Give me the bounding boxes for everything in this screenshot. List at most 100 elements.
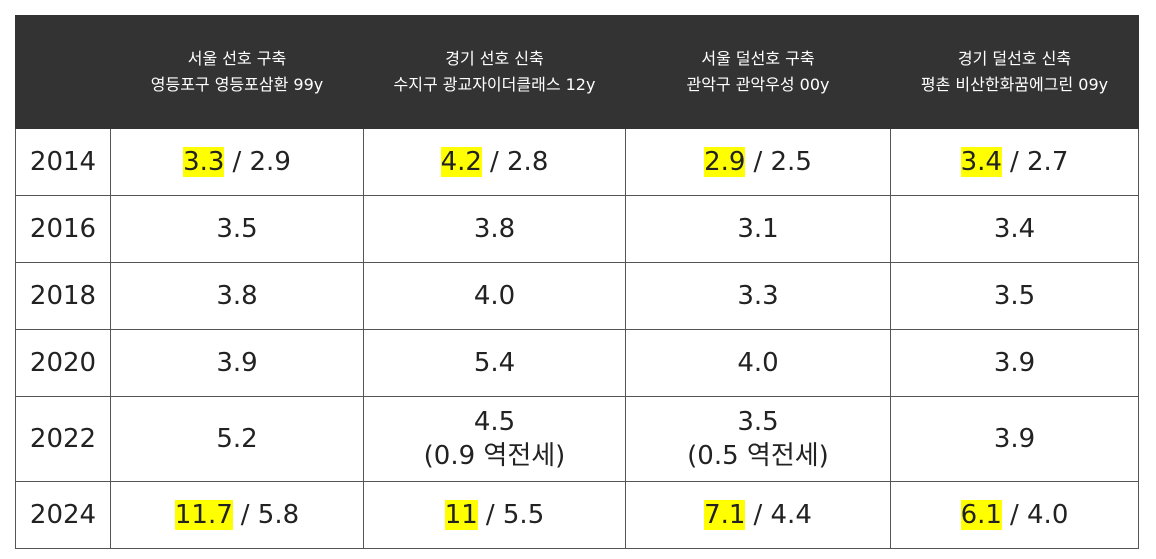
value-cell: 3.9	[890, 329, 1139, 397]
value-text: 5.2	[216, 424, 258, 454]
header-line: 경기 덜선호 신축	[957, 49, 1072, 68]
value-text: 4.0	[473, 281, 516, 311]
highlighted-value: 3.4	[960, 147, 1002, 177]
value-text: 3.4	[993, 214, 1036, 244]
year-cell: 2016	[15, 195, 111, 263]
value-line: 3.1	[626, 212, 890, 246]
value-cell: 3.5	[110, 195, 364, 263]
value-line: 7.1/ 4.4	[626, 498, 890, 532]
column-header: 서울 덜선호 구축 관악구 관악우성 00y	[625, 15, 891, 129]
value-cell: 4.0	[625, 329, 891, 397]
value-cell: 4.0	[363, 262, 626, 330]
value-line: 3.5	[891, 279, 1138, 313]
value-cell: 3.9	[110, 329, 364, 397]
value-cell: 2.9/ 2.5	[625, 128, 891, 196]
value-line: 11.7/ 5.8	[111, 498, 363, 532]
value-text: 5.4	[473, 348, 516, 378]
value-text: / 2.7	[1009, 147, 1069, 177]
value-cell: 6.1/ 4.0	[890, 481, 1139, 549]
year-cell: 2018	[15, 262, 111, 330]
value-text: 4.0	[737, 348, 779, 378]
value-line: 3.3	[626, 279, 890, 313]
value-cell: 4.5 (0.9 역전세)	[363, 396, 626, 482]
year-cell: 2020	[15, 329, 111, 397]
highlighted-value: 7.1	[704, 500, 746, 530]
value-text: 3.3	[737, 281, 779, 311]
header-line: 수지구 광교자이더클래스 12y	[393, 75, 596, 94]
value-line: 3.8	[364, 212, 625, 246]
highlighted-value: 11	[444, 500, 478, 530]
header-row: 서울 선호 구축 영등포구 영등포삼환 99y 경기 선호 신축 수지구 광교자이더클…	[15, 15, 1139, 129]
value-text: 3.5	[737, 407, 779, 437]
value-line: 4.0	[626, 346, 890, 380]
value-text: / 2.8	[489, 147, 549, 177]
value-line: 3.9	[891, 422, 1138, 456]
value-text: / 2.5	[753, 147, 812, 177]
value-line: 5.4	[364, 346, 625, 380]
value-cell: 3.8	[363, 195, 626, 263]
value-note: (0.5 역전세)	[687, 441, 829, 471]
table-row: 2016 3.5 3.8 3.1 3.4	[15, 195, 1139, 263]
value-line: 3.9	[111, 346, 363, 380]
value-cell: 3.9	[890, 396, 1139, 482]
value-text: 3.5	[993, 281, 1036, 311]
value-text: / 5.5	[485, 500, 545, 530]
value-text: 3.9	[993, 424, 1036, 454]
value-cell: 11/ 5.5	[363, 481, 626, 549]
value-line: 3.3/ 2.9	[111, 145, 363, 179]
value-cell: 3.3	[625, 262, 891, 330]
header-line: 영등포구 영등포삼환 99y	[150, 75, 324, 94]
value-note: (0.9 역전세)	[423, 441, 566, 471]
value-cell: 7.1/ 4.4	[625, 481, 891, 549]
year-cell: 2014	[15, 128, 111, 196]
table-row: 2014 3.3/ 2.9 4.2/ 2.8 2.9/ 2.5 3.4/ 2.7	[15, 128, 1139, 196]
value-cell: 3.1	[625, 195, 891, 263]
value-line: 3.4	[891, 212, 1138, 246]
value-cell: 11.7/ 5.8	[110, 481, 364, 549]
highlighted-value: 11.7	[174, 500, 233, 530]
value-text: 3.1	[737, 214, 779, 244]
value-line: 3.5	[111, 212, 363, 246]
highlighted-value: 3.3	[183, 147, 225, 177]
column-header: 경기 덜선호 신축 평촌 비산한화꿈에그린 09y	[890, 15, 1139, 129]
table-row: 2024 11.7/ 5.8 11/ 5.5 7.1/ 4.4 6.1/ 4.0	[15, 481, 1139, 549]
table-row: 2020 3.9 5.4 4.0 3.9	[15, 329, 1139, 397]
value-cell: 5.4	[363, 329, 626, 397]
value-cell: 3.5	[890, 262, 1139, 330]
value-cell: 3.5 (0.5 역전세)	[625, 396, 891, 482]
value-text: 3.9	[216, 348, 258, 378]
value-cell: 4.2/ 2.8	[363, 128, 626, 196]
value-cell: 3.4	[890, 195, 1139, 263]
value-line: 3.8	[111, 279, 363, 313]
table-row: 2022 5.2 4.5 (0.9 역전세) 3.5 (0.5 역전세) 3.9	[15, 396, 1139, 482]
value-line: 2.9/ 2.5	[626, 145, 890, 179]
value-line: 3.9	[891, 346, 1138, 380]
highlighted-value: 2.9	[704, 147, 746, 177]
value-line: 4.2/ 2.8	[364, 145, 625, 179]
value-text: / 4.0	[1009, 500, 1069, 530]
value-cell: 3.8	[110, 262, 364, 330]
header-line: 경기 선호 신축	[445, 49, 544, 68]
value-cell: 5.2	[110, 396, 364, 482]
header-line: 서울 덜선호 구축	[701, 49, 815, 68]
table-row: 2018 3.8 4.0 3.3 3.5	[15, 262, 1139, 330]
value-line: 6.1/ 4.0	[891, 498, 1138, 532]
header-line: 서울 선호 구축	[187, 49, 287, 68]
corner-cell	[15, 15, 111, 129]
value-line: 4.0	[364, 279, 625, 313]
value-text: / 5.8	[240, 500, 300, 530]
year-cell: 2022	[15, 396, 111, 482]
value-line: 11/ 5.5	[364, 498, 625, 532]
highlighted-value: 4.2	[440, 147, 482, 177]
value-cell: 3.4/ 2.7	[890, 128, 1139, 196]
value-line: 3.4/ 2.7	[891, 145, 1138, 179]
value-line: 5.2	[111, 422, 363, 456]
data-table: 서울 선호 구축 영등포구 영등포삼환 99y 경기 선호 신축 수지구 광교자이더클…	[15, 15, 1139, 549]
value-text: 3.9	[993, 348, 1036, 378]
table-body: 2014 3.3/ 2.9 4.2/ 2.8 2.9/ 2.5 3.4/ 2.7 2016…	[15, 128, 1139, 549]
value-text: 3.8	[216, 281, 258, 311]
value-text: / 2.9	[232, 147, 291, 177]
